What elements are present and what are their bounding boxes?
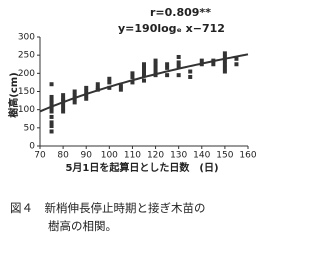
x-tick-label: 80 bbox=[57, 151, 69, 161]
point bbox=[107, 85, 112, 90]
point bbox=[142, 73, 146, 78]
x-tick-label: 160 bbox=[239, 151, 256, 161]
y-tick-label: 300 bbox=[18, 33, 35, 43]
point bbox=[61, 93, 66, 98]
chart: r=0.809** y=190logₑ x−712 5月1日を起算日とした日数 … bbox=[7, 6, 257, 233]
y-tick-label: 0 bbox=[29, 142, 35, 152]
x-tick-label: 150 bbox=[216, 151, 233, 161]
x-tick-label: 120 bbox=[147, 151, 164, 161]
point bbox=[49, 124, 54, 129]
x-tick-label: 140 bbox=[193, 151, 210, 161]
point bbox=[72, 93, 77, 98]
point bbox=[176, 60, 181, 65]
point bbox=[49, 109, 54, 114]
point bbox=[142, 65, 146, 70]
y-tick-label: 200 bbox=[18, 69, 35, 79]
point bbox=[130, 74, 135, 79]
point bbox=[176, 73, 181, 78]
point bbox=[61, 96, 66, 101]
point bbox=[130, 71, 135, 76]
point bbox=[222, 69, 227, 74]
point bbox=[176, 54, 181, 59]
point bbox=[176, 64, 181, 69]
point bbox=[84, 85, 89, 90]
annotation: y=190logₑ x−712 bbox=[118, 22, 225, 35]
point bbox=[49, 82, 54, 87]
caption: 図４ 新梢伸長停止時期と接ぎ木苗の bbox=[10, 201, 206, 215]
point bbox=[142, 78, 146, 83]
point bbox=[84, 93, 89, 98]
point bbox=[107, 76, 112, 81]
point bbox=[142, 62, 146, 67]
point bbox=[222, 65, 227, 70]
y-tick-label: 100 bbox=[18, 105, 35, 115]
x-tick-label: 110 bbox=[124, 151, 141, 161]
point bbox=[142, 69, 146, 74]
point bbox=[95, 82, 100, 87]
point bbox=[153, 65, 158, 70]
x-tick-label: 90 bbox=[80, 151, 92, 161]
y-axis-label: 樹高(cm) bbox=[7, 72, 20, 118]
point bbox=[72, 89, 77, 94]
point bbox=[153, 69, 158, 74]
point bbox=[165, 73, 170, 78]
point bbox=[72, 100, 77, 105]
point bbox=[118, 84, 123, 89]
point bbox=[234, 56, 239, 61]
y-tick-label: 50 bbox=[24, 123, 36, 133]
point bbox=[165, 65, 170, 70]
point bbox=[188, 74, 193, 79]
point bbox=[211, 62, 216, 67]
point bbox=[84, 96, 89, 101]
trendline bbox=[39, 53, 249, 113]
point bbox=[153, 58, 158, 63]
y-tick-label: 250 bbox=[18, 51, 35, 61]
point bbox=[188, 69, 193, 74]
point bbox=[222, 54, 227, 59]
point bbox=[49, 98, 54, 103]
point bbox=[222, 62, 227, 67]
x-tick-label: 70 bbox=[34, 151, 46, 161]
point bbox=[165, 62, 170, 67]
point bbox=[49, 129, 54, 134]
point bbox=[49, 114, 54, 119]
point bbox=[61, 102, 66, 107]
point bbox=[130, 80, 135, 85]
point bbox=[107, 80, 112, 85]
point bbox=[49, 120, 54, 125]
annotation: r=0.809** bbox=[150, 6, 211, 19]
point bbox=[222, 58, 227, 63]
point bbox=[153, 62, 158, 67]
point bbox=[84, 89, 89, 94]
y-tick-label: 150 bbox=[18, 87, 35, 97]
point bbox=[222, 51, 227, 56]
x-tick-label: 100 bbox=[101, 151, 118, 161]
point bbox=[49, 94, 54, 99]
point bbox=[61, 105, 66, 110]
point bbox=[118, 87, 123, 92]
x-tick-label: 130 bbox=[170, 151, 187, 161]
point bbox=[95, 85, 100, 90]
x-axis-label: 5月1日を起算日とした日数 (日) bbox=[65, 161, 218, 174]
point bbox=[234, 62, 239, 67]
point bbox=[61, 109, 66, 114]
point bbox=[199, 58, 204, 63]
caption: 樹高の相関。 bbox=[48, 219, 117, 233]
